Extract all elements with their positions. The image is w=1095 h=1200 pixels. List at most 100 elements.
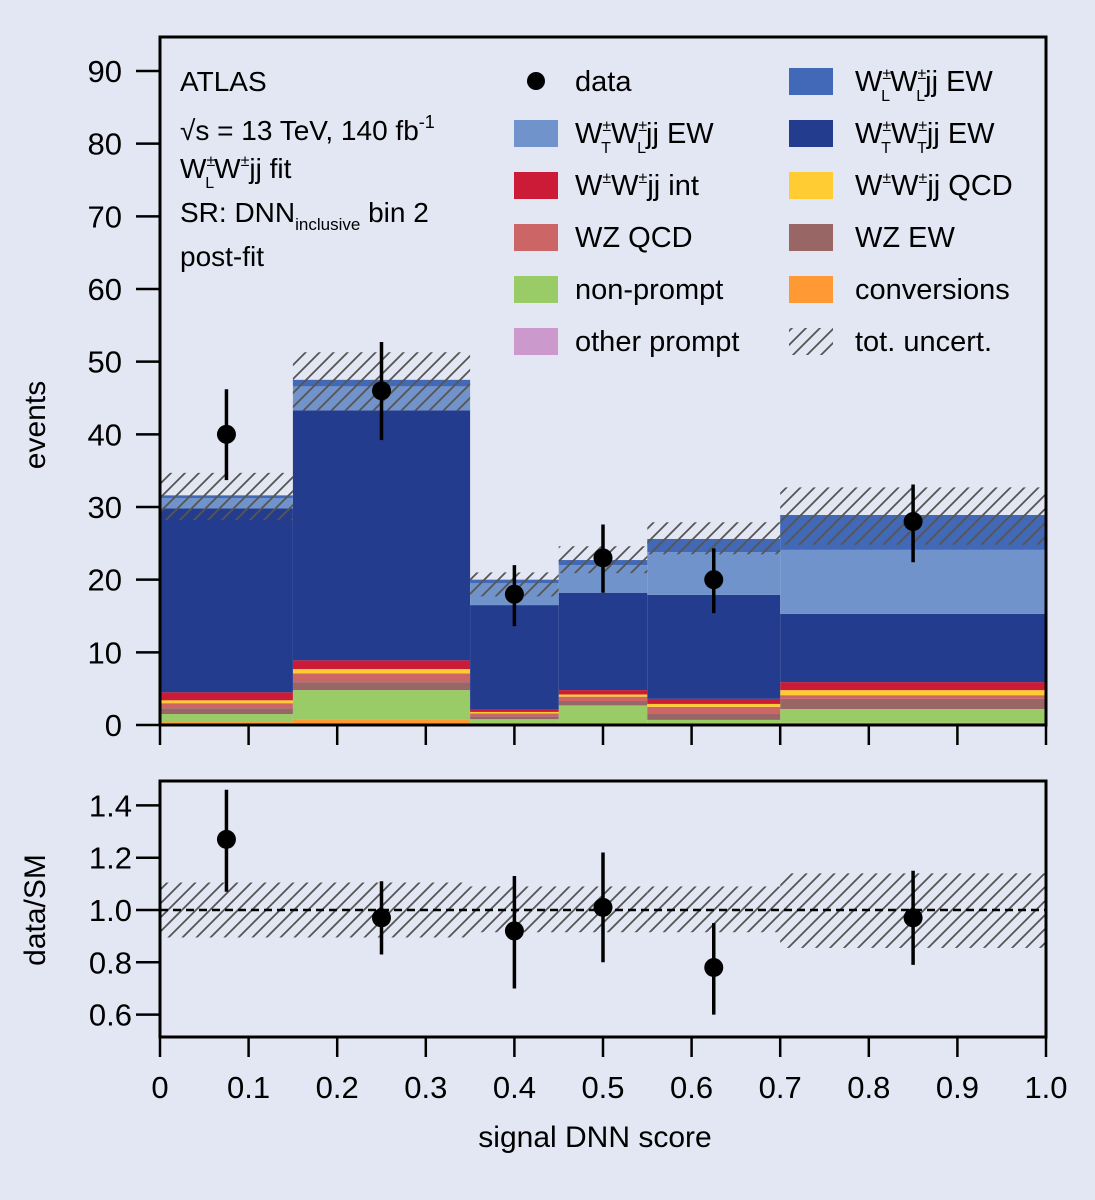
uncertainty-band-bin-1	[160, 472, 293, 521]
legend-swatch-col1-5	[514, 328, 558, 355]
ratio-y-tick-label-1.4: 1.4	[89, 788, 132, 823]
legend-swatch-col2-4	[789, 276, 833, 303]
legend-swatch-col1-4	[514, 276, 558, 303]
ratio-y-axis: 0.6 0.8 1.0 1.2 1.4	[89, 788, 160, 1033]
bar-wzqcd-bin-6	[780, 695, 1046, 699]
bar-conv-bin-1	[160, 722, 293, 725]
bar-wzew-bin-5	[647, 713, 781, 720]
annotation-energy: √s = 13 TeV, 140 fb-1	[180, 112, 435, 146]
y-tick-label-80: 80	[88, 127, 122, 162]
bar-nonprompt-bin-1	[160, 714, 293, 723]
legend-label-col2-3: WZ EW	[855, 222, 955, 254]
bar-int-bin-3	[470, 709, 559, 712]
legend-swatch-hatch	[789, 328, 833, 355]
y-axis-label: events	[19, 381, 52, 469]
legend: data W± TW± Ljj EW W±W±jj int WZ QCD non-promp…	[514, 66, 1013, 358]
legend-label-col1-5: other prompt	[575, 326, 739, 358]
data-point-3	[504, 584, 524, 604]
data-point-1	[216, 424, 236, 444]
legend-label-col1-4: non-prompt	[575, 274, 723, 306]
legend-label-col1-1: W± TW± Ljj EW	[575, 118, 714, 157]
ratio-y-axis-label: data/SM	[19, 854, 52, 966]
legend-label-col2-2: W±W±jj QCD	[855, 170, 1013, 202]
y-tick-label-20: 20	[88, 563, 122, 598]
bar-int-bin-1	[160, 692, 293, 701]
legend-swatch-col1-1	[514, 120, 558, 147]
y-tick-label-90: 90	[88, 54, 122, 89]
bar-tt-bin-2	[292, 410, 471, 661]
ratio-point-4	[593, 897, 613, 917]
bar-qcd-bin-6	[780, 690, 1046, 696]
bar-wzqcd-bin-4	[558, 696, 648, 702]
ratio-y-tick-label-0.8: 0.8	[89, 945, 132, 980]
bar-nonprompt-bin-6	[780, 709, 1046, 723]
legend-swatch-col2-3	[789, 224, 833, 251]
bar-qcd-bin-1	[160, 700, 293, 704]
bar-wzew-bin-6	[780, 698, 1046, 710]
legend-swatch-col2-1	[789, 120, 833, 147]
legend-label-col1-3: WZ QCD	[575, 222, 693, 254]
x-tick-label-0.2: 0.2	[316, 1070, 359, 1105]
bar-qcd-bin-5	[647, 703, 781, 707]
bar-wzew-bin-4	[558, 701, 648, 706]
ratio-point-6	[903, 908, 923, 928]
main-x-axis-ticks	[158, 725, 1048, 745]
bar-int-bin-4	[558, 690, 648, 695]
bar-wzqcd-bin-5	[647, 706, 781, 714]
data-point-6	[903, 512, 923, 532]
bar-wzew-bin-3	[470, 716, 559, 720]
main-panel-data-points	[216, 342, 923, 627]
ratio-point-5	[704, 958, 724, 978]
legend-swatch-col2-0	[789, 68, 833, 95]
ratio-y-tick-label-0.6: 0.6	[89, 998, 132, 1033]
bar-wzqcd-bin-3	[470, 713, 559, 717]
ratio-panel-data-points	[216, 789, 923, 1015]
y-tick-label-60: 60	[88, 272, 122, 307]
bar-int-bin-2	[292, 660, 471, 670]
legend-label-col2-0: W± LW± Ljj EW	[855, 66, 993, 105]
bar-qcd-bin-3	[470, 711, 559, 714]
x-tick-label-0.4: 0.4	[493, 1070, 536, 1105]
bar-tt-bin-1	[160, 508, 293, 693]
y-tick-label-10: 10	[88, 635, 122, 670]
x-tick-label-0.5: 0.5	[581, 1070, 624, 1105]
bar-tt-bin-6	[780, 613, 1046, 683]
y-tick-label-70: 70	[88, 199, 122, 234]
annotation-fit: W± LW±jj fit	[180, 153, 292, 192]
bar-wzew-bin-1	[160, 708, 293, 715]
annotation-block: ATLAS √s = 13 TeV, 140 fb-1 W± LW±jj fit …	[180, 66, 435, 272]
ratio-point-3	[504, 921, 524, 941]
bar-qcd-bin-2	[292, 669, 471, 674]
y-tick-label-50: 50	[88, 345, 122, 380]
legend-label-col2-4: conversions	[855, 274, 1010, 306]
legend-swatch-col1-2	[514, 172, 558, 199]
bar-int-bin-6	[780, 682, 1046, 691]
x-axis: 0 0.1 0.2 0.3 0.4 0.5 0.6 0.7 0.8 0.9 1.0	[151, 1037, 1068, 1105]
ratio-y-tick-label-1.0: 1.0	[89, 893, 132, 928]
x-axis-label: signal DNN score	[478, 1121, 711, 1154]
legend-label-col1-0: data	[575, 66, 632, 98]
x-tick-label-0.6: 0.6	[670, 1070, 713, 1105]
data-point-4	[593, 548, 613, 568]
bar-nonprompt-bin-3	[470, 719, 559, 724]
legend-label-col1-2: W±W±jj int	[575, 170, 699, 202]
annotation-stage: post-fit	[180, 241, 264, 272]
bar-wzew-bin-2	[292, 682, 471, 691]
bar-int-bin-5	[647, 698, 781, 704]
data-point-2	[372, 381, 391, 401]
x-tick-label-1.0: 1.0	[1024, 1070, 1067, 1105]
bar-nonprompt-bin-2	[292, 690, 471, 720]
main-y-axis: 0 10 20 30 40 50 60 70 80 90	[88, 54, 160, 743]
x-tick-label-0.9: 0.9	[936, 1070, 979, 1105]
legend-swatch-col2-2	[789, 172, 833, 199]
annotation-region: SR: DNNinclusive bin 2	[180, 197, 429, 234]
legend-swatch-col1-3	[514, 224, 558, 251]
y-tick-label-0: 0	[105, 708, 122, 743]
bar-conv-bin-2	[292, 719, 471, 725]
x-tick-label-0.1: 0.1	[227, 1070, 270, 1105]
bar-nonprompt-bin-4	[558, 705, 648, 724]
ratio-point-2	[372, 908, 391, 928]
bar-tt-bin-4	[558, 592, 648, 691]
bar-qcd-bin-4	[558, 694, 648, 697]
